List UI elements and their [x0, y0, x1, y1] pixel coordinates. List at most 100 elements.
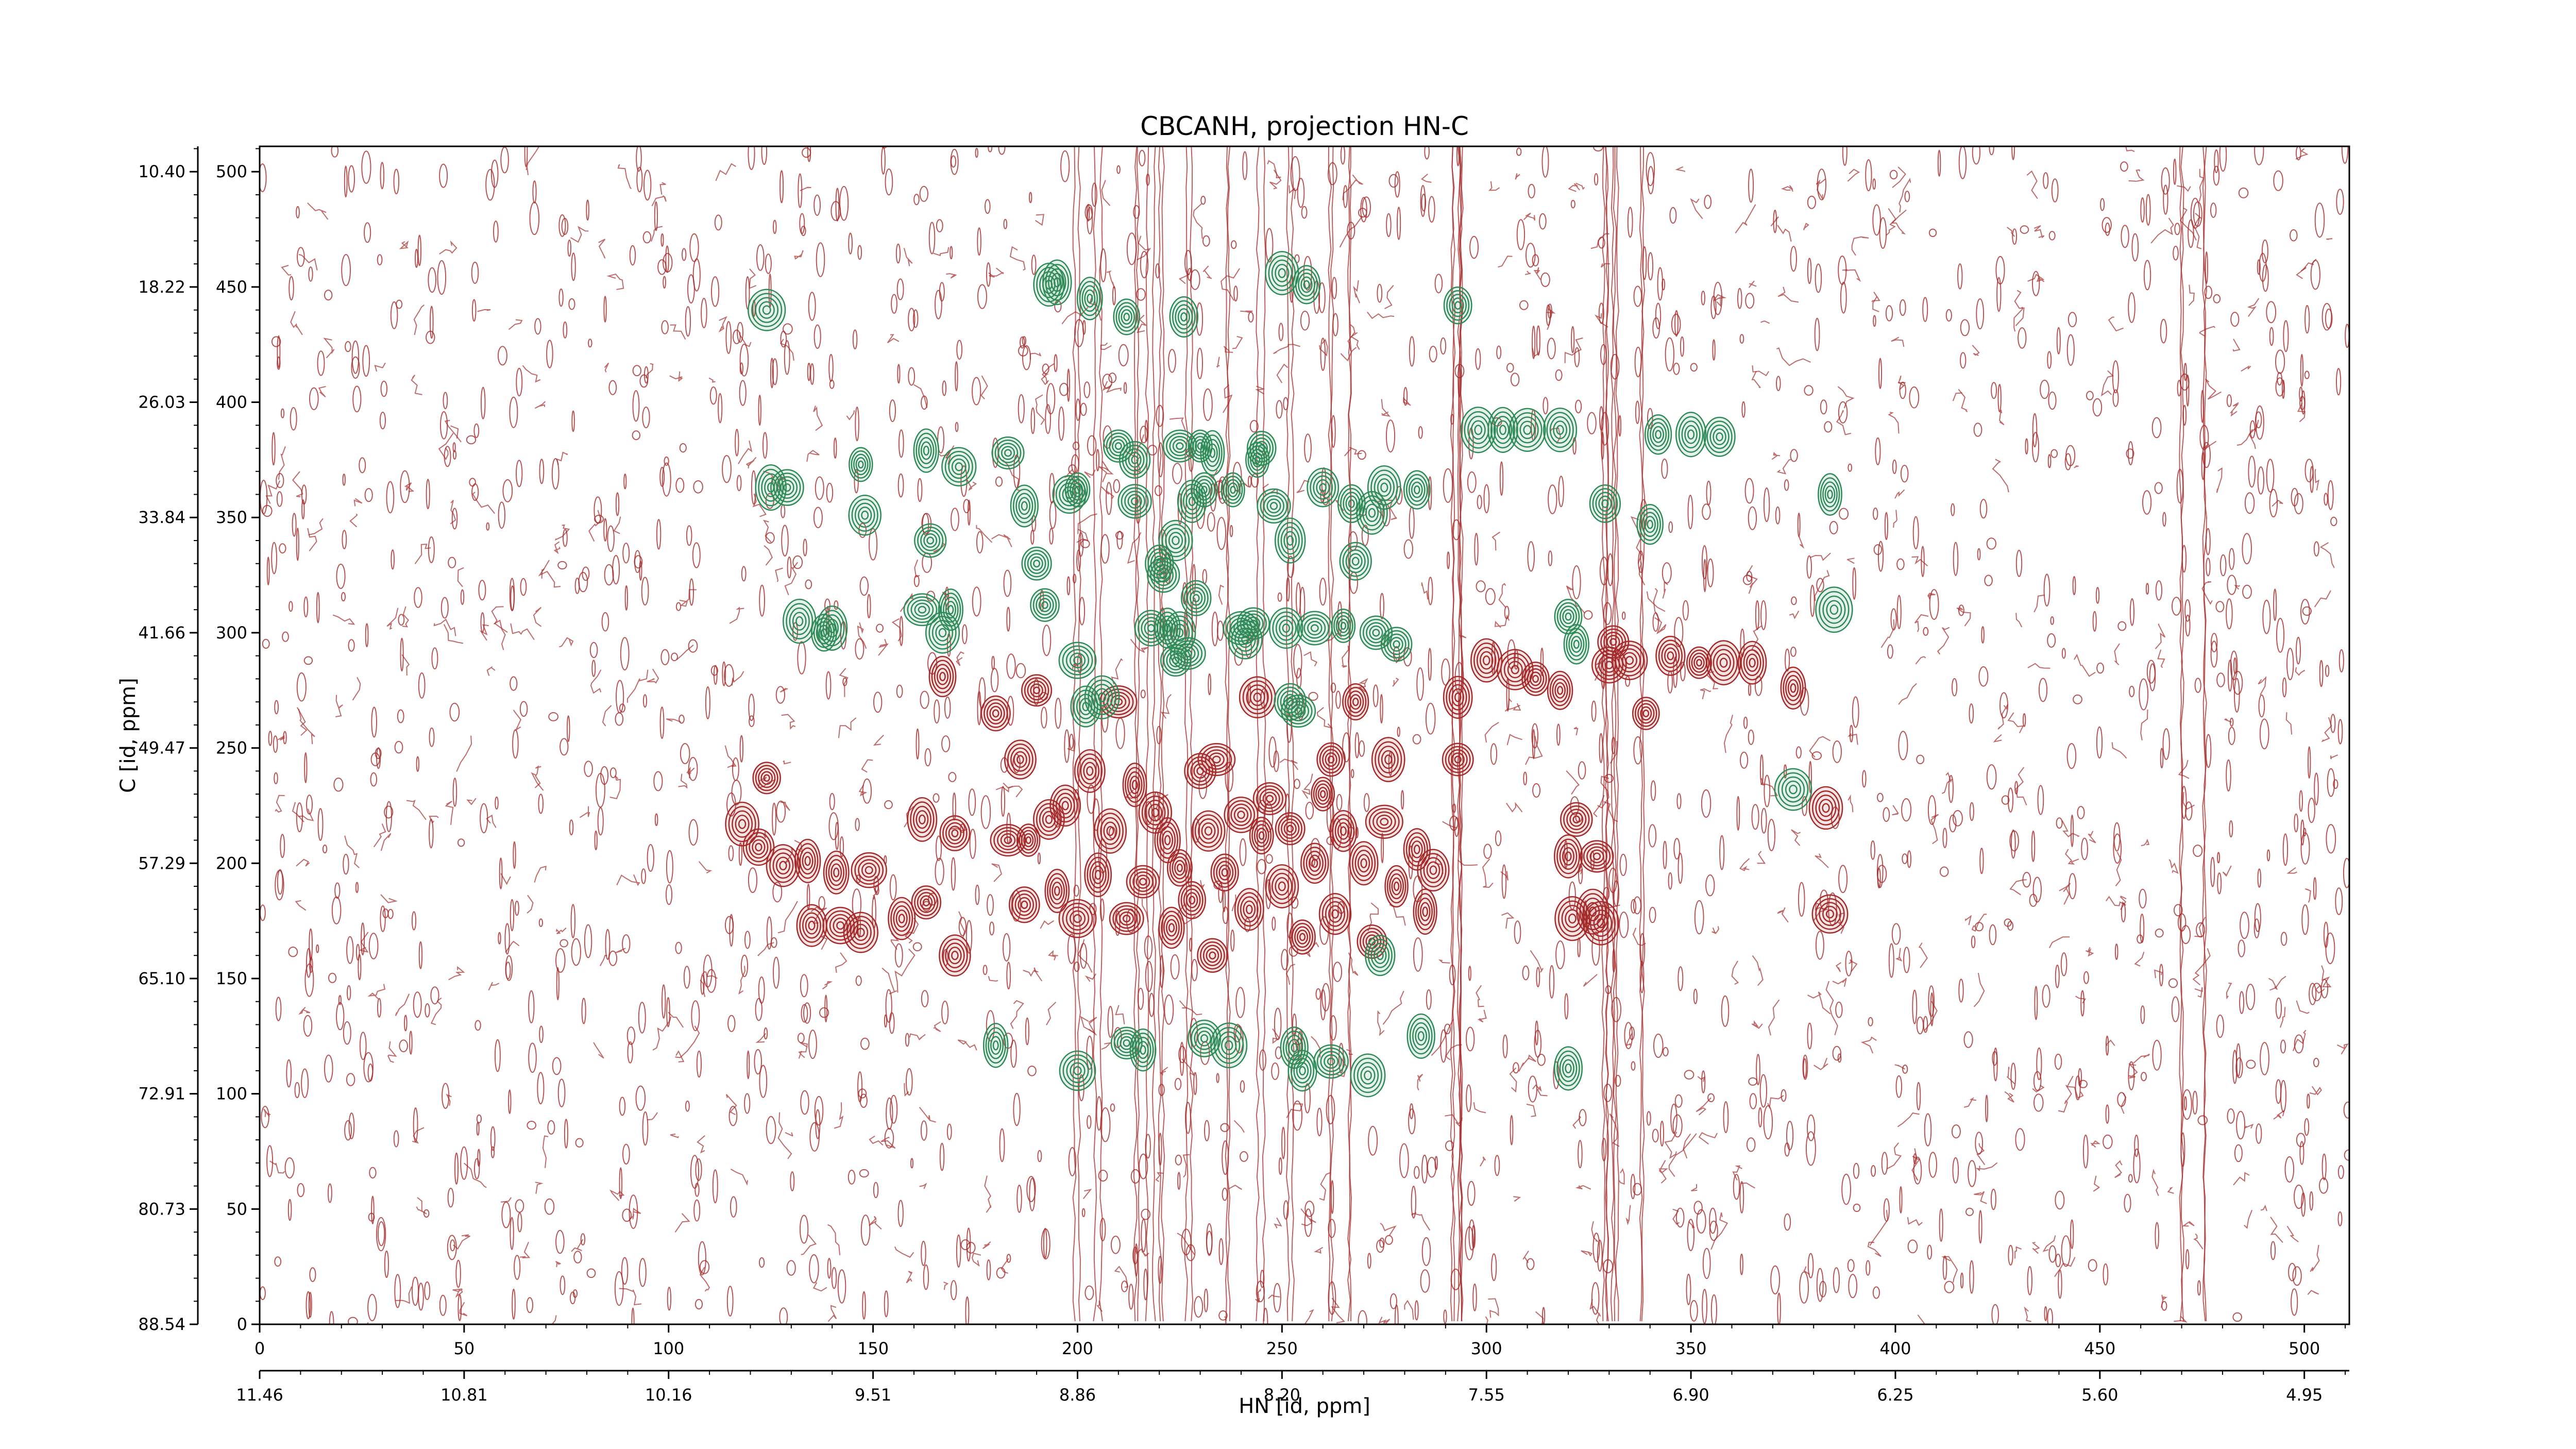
noise-contour	[1156, 726, 1162, 745]
noise-contour	[682, 248, 687, 261]
noise-contour	[1336, 794, 1343, 811]
noise-contour	[287, 1199, 292, 1221]
contour-ring	[986, 702, 1005, 724]
noise-contour	[1220, 1123, 1230, 1132]
noise-contour	[839, 186, 849, 221]
noise-contour	[697, 1135, 705, 1154]
noise-contour	[1991, 382, 1997, 399]
noise-contour	[814, 194, 821, 216]
positive-peak	[1580, 840, 1614, 873]
noise-contour	[1767, 819, 1776, 851]
noise-contour	[512, 1288, 516, 1320]
contour-ring	[1812, 790, 1840, 825]
noise-contour	[1515, 173, 1520, 180]
contour-ring	[1070, 1062, 1086, 1080]
noise-contour	[517, 1212, 522, 1233]
contour-ring	[951, 951, 959, 961]
noise-contour	[1274, 1217, 1282, 1229]
contour-ring	[831, 863, 842, 882]
noise-contour	[950, 246, 953, 260]
noise-contour	[728, 845, 734, 862]
noise-contour	[724, 916, 734, 934]
noise-contour	[450, 425, 459, 439]
noise-contour	[586, 199, 589, 221]
noise-contour	[2042, 984, 2050, 1008]
contour-ring	[1257, 488, 1291, 524]
contour-ring	[732, 810, 753, 838]
contour-ring	[1166, 650, 1185, 670]
noise-contour	[948, 772, 957, 782]
contour-ring	[1274, 517, 1306, 564]
contour-ring	[1454, 301, 1462, 310]
noise-contour	[1035, 214, 1044, 226]
plot-area[interactable]	[259, 131, 2352, 1348]
noise-contour	[527, 895, 534, 914]
noise-contour	[2276, 618, 2285, 653]
positive-peak	[1342, 683, 1369, 721]
noise-streak	[1262, 146, 1266, 1322]
noise-contour	[798, 1051, 805, 1059]
noise-contour	[1740, 751, 1749, 769]
noise-contour	[1488, 181, 1500, 191]
positive-peak	[742, 828, 775, 866]
contour-ring	[1166, 849, 1193, 887]
contour-ring	[1093, 808, 1127, 854]
noise-contour	[404, 1015, 408, 1032]
noise-contour	[556, 451, 568, 465]
noise-contour	[1893, 510, 1897, 528]
noise-contour	[1268, 736, 1277, 768]
noise-contour	[710, 665, 719, 676]
contour-ring	[1113, 298, 1140, 335]
noise-contour	[2194, 678, 2201, 693]
noise-contour	[880, 1136, 896, 1149]
noise-contour	[557, 561, 567, 570]
noise-contour	[316, 944, 319, 953]
noise-contour	[2048, 936, 2070, 949]
noise-contour	[1777, 1292, 1781, 1324]
noise-contour	[317, 350, 325, 376]
noise-contour	[636, 166, 643, 193]
noise-contour	[384, 1250, 389, 1278]
noise-contour	[2051, 178, 2059, 203]
noise-contour	[571, 410, 575, 432]
noise-contour	[1630, 1173, 1636, 1200]
noise-contour	[1001, 786, 1006, 817]
contour-ring	[833, 867, 840, 878]
negative-peak	[1274, 517, 1306, 564]
noise-contour	[1078, 1074, 1084, 1102]
noise-contour	[2338, 649, 2344, 673]
noise-contour	[867, 594, 871, 619]
contour-ring	[1362, 499, 1382, 527]
contour-ring	[854, 855, 884, 885]
noise-contour	[2266, 459, 2275, 493]
noise-contour	[1239, 838, 1247, 866]
contour-ring	[1516, 416, 1539, 444]
noise-streak	[1145, 146, 1149, 1322]
contour-ring	[1386, 633, 1406, 655]
noise-contour	[344, 165, 348, 198]
contour-ring	[1230, 485, 1236, 494]
noise-contour	[497, 346, 507, 366]
noise-contour	[912, 942, 922, 952]
noise-contour	[777, 1112, 792, 1159]
t1-noise-streaks	[1072, 146, 2208, 1322]
noise-contour	[1498, 256, 1513, 268]
contour-ring	[945, 601, 956, 619]
noise-contour	[1852, 696, 1859, 728]
noise-contour	[1892, 459, 1897, 475]
noise-contour	[297, 247, 305, 267]
noise-contour	[1665, 337, 1675, 372]
noise-contour	[2043, 172, 2049, 189]
noise-contour	[1272, 916, 1276, 931]
noise-contour	[1083, 381, 1091, 398]
contour-ring	[738, 819, 747, 829]
contour-ring	[1706, 420, 1733, 453]
noise-contour	[1321, 467, 1327, 497]
noise-contour	[776, 800, 786, 823]
noise-contour	[1849, 959, 1858, 972]
noise-contour	[819, 1007, 829, 1018]
noise-streak	[1641, 146, 1646, 1322]
noise-contour	[353, 498, 363, 507]
noise-contour	[642, 407, 650, 428]
y-ppm-tick-label: 18.22	[138, 277, 185, 297]
